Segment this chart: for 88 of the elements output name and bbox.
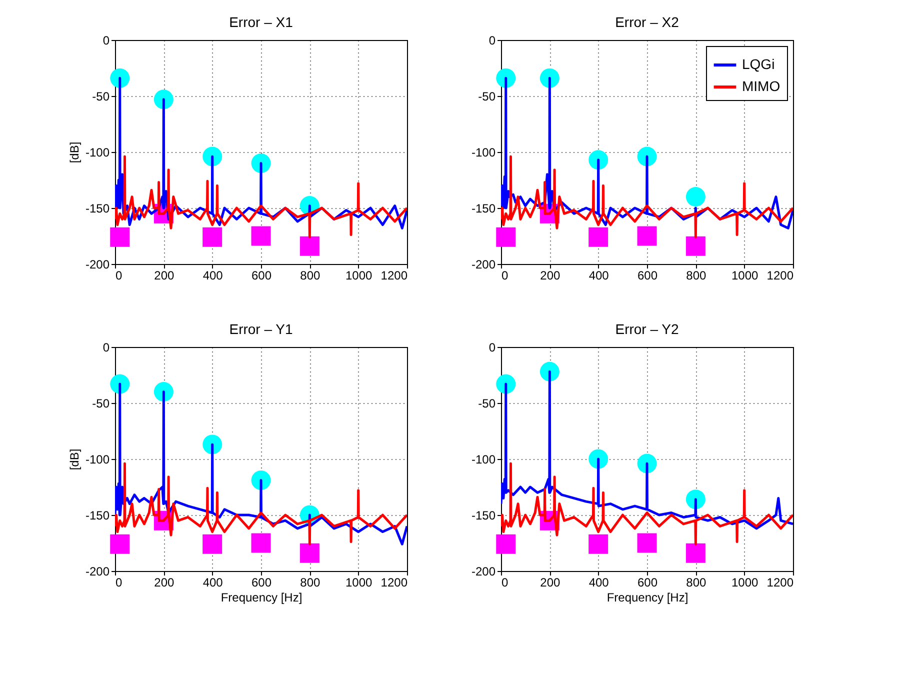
x-tick-label: 200: [154, 268, 174, 282]
point: [251, 533, 271, 553]
x-tick-label: 1200: [766, 268, 794, 282]
y-tick-label: 0: [488, 340, 496, 354]
x-tick-label: 800: [686, 268, 706, 282]
y-tick-label: -150: [85, 202, 110, 216]
y-tick-label: 0: [102, 340, 110, 354]
point: [540, 362, 560, 382]
chart-title: Error – X1: [229, 14, 294, 30]
x-tick-label: 1000: [731, 268, 759, 282]
x-tick-label: 200: [154, 576, 174, 590]
x-tick-label: 400: [588, 268, 610, 282]
y-tick-label: -50: [478, 396, 496, 410]
point: [686, 543, 706, 563]
y-tick-label: -150: [85, 508, 110, 522]
chart-title: Error – Y2: [615, 321, 679, 337]
point: [686, 490, 706, 510]
x-tick-label: 1200: [766, 576, 794, 590]
x-tick-label: 800: [300, 576, 320, 590]
x-tick-label: 0: [116, 576, 122, 590]
point: [496, 227, 516, 247]
point: [110, 68, 130, 88]
y-tick-label: -200: [471, 258, 496, 272]
y-tick-label: -50: [478, 90, 496, 104]
y-tick-label: -100: [85, 452, 110, 466]
y-tick-label: 0: [488, 34, 496, 48]
chart-title: Error – X2: [615, 14, 680, 30]
y-tick-label: -150: [471, 202, 496, 216]
legend-label: LQGi: [742, 56, 775, 72]
x-tick-label: 600: [251, 268, 272, 282]
point: [686, 187, 706, 207]
point: [300, 543, 320, 563]
y-tick-label: 0: [102, 34, 110, 48]
x-tick-label: 200: [540, 576, 560, 590]
chart-title: Error – Y1: [229, 321, 293, 337]
y-axis-title: [dB]: [67, 448, 82, 470]
x-tick-label: 600: [637, 268, 658, 282]
x-tick-label: 400: [202, 268, 224, 282]
point: [202, 227, 222, 247]
x-tick-label: 1000: [731, 576, 759, 590]
point: [251, 226, 271, 246]
x-tick-label: 600: [637, 576, 658, 590]
point: [588, 449, 608, 469]
y-tick-label: -200: [471, 564, 496, 578]
x-tick-label: 800: [300, 268, 320, 282]
y-tick-label: -150: [471, 508, 496, 522]
y-tick-label: -50: [92, 396, 110, 410]
point: [110, 534, 130, 554]
x-tick-label: 1000: [345, 576, 373, 590]
point: [154, 382, 174, 402]
x-tick-label: 400: [202, 576, 224, 590]
point: [686, 236, 706, 256]
point: [588, 534, 608, 554]
point: [202, 146, 222, 166]
point: [637, 533, 657, 553]
x-tick-label: 600: [251, 576, 272, 590]
y-tick-label: -100: [471, 146, 496, 160]
point: [588, 227, 608, 247]
x-tick-label: 0: [502, 576, 508, 590]
point: [637, 226, 657, 246]
point: [202, 434, 222, 454]
y-axis-title: [dB]: [67, 142, 82, 164]
legend-label: MIMO: [742, 78, 780, 94]
x-tick-label: 0: [116, 268, 122, 282]
x-tick-label: 0: [502, 268, 508, 282]
x-tick-label: 1200: [380, 268, 408, 282]
x-axis-title: Frequency [Hz]: [606, 590, 688, 604]
y-tick-label: -200: [85, 564, 110, 578]
x-tick-label: 1200: [380, 576, 408, 590]
point: [300, 236, 320, 256]
x-tick-label: 800: [686, 576, 706, 590]
point: [496, 68, 516, 88]
point: [202, 534, 222, 554]
point: [540, 68, 560, 88]
x-tick-label: 400: [588, 576, 610, 590]
point: [110, 374, 130, 394]
y-tick-label: -50: [92, 90, 110, 104]
point: [154, 90, 174, 110]
x-axis-title: Frequency [Hz]: [220, 590, 302, 604]
y-tick-label: -100: [85, 146, 110, 160]
x-tick-label: 200: [540, 268, 560, 282]
point: [588, 150, 608, 170]
point: [496, 374, 516, 394]
point: [496, 534, 516, 554]
point: [110, 227, 130, 247]
y-tick-label: -200: [85, 258, 110, 272]
y-tick-label: -100: [471, 452, 496, 466]
x-tick-label: 1000: [345, 268, 373, 282]
